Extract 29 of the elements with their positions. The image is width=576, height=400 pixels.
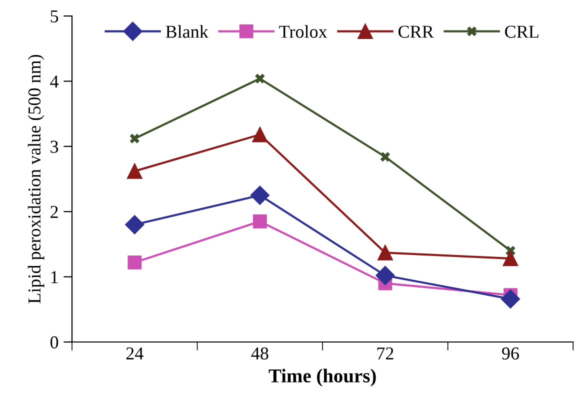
x-axis-title: Time (hours) xyxy=(268,368,376,386)
legend-label: Blank xyxy=(166,25,208,38)
y-tick-label: 5 xyxy=(50,10,58,22)
y-tick-label: 4 xyxy=(50,76,59,88)
point xyxy=(127,164,142,179)
x-tick-label: 24 xyxy=(126,347,144,360)
point xyxy=(128,256,142,270)
point xyxy=(250,186,270,205)
point xyxy=(125,215,144,234)
point xyxy=(252,214,267,228)
y-axis-title: Lipid peroxidation value (500 nm) xyxy=(28,54,44,304)
y-tick-label: 2 xyxy=(50,206,58,218)
y-tick-label: 1 xyxy=(51,271,58,284)
point xyxy=(255,74,265,84)
y-tick-label: 0 xyxy=(50,336,58,348)
y-tick-label: 3 xyxy=(50,140,58,153)
legend-label: CRR xyxy=(398,26,434,38)
legend-label: Trolox xyxy=(279,25,328,38)
point xyxy=(130,134,140,144)
point xyxy=(252,127,268,142)
point xyxy=(380,152,390,162)
legend-label: CRL xyxy=(505,26,538,38)
x-tick-label: 48 xyxy=(251,347,268,360)
point xyxy=(376,266,395,286)
point xyxy=(378,245,393,260)
x-tick-label: 72 xyxy=(377,347,394,360)
point xyxy=(502,250,518,266)
x-tick-label: 96 xyxy=(502,347,519,360)
point xyxy=(500,289,520,308)
